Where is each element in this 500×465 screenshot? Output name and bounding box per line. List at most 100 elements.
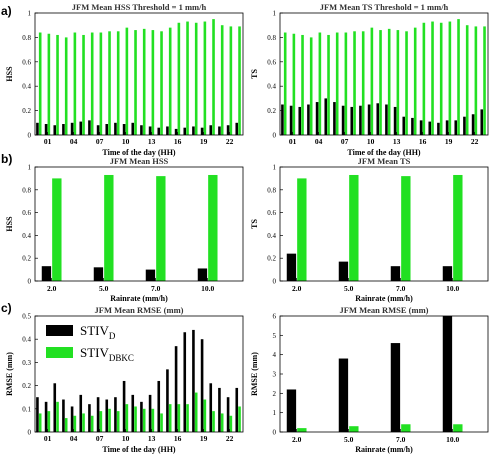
bar-stiv-dbkc <box>453 174 463 281</box>
bar-stiv-d <box>359 105 362 135</box>
bar-stiv-dbkc <box>194 392 198 432</box>
bar-stiv-dbkc <box>73 32 77 135</box>
bar-stiv-dbkc <box>186 404 189 432</box>
bar-stiv-dbkc <box>82 413 85 432</box>
bar-stiv-d <box>463 116 466 135</box>
bar-stiv-dbkc <box>212 411 215 432</box>
bar-stiv-d <box>53 125 57 135</box>
y-tick-label: 0.3 <box>22 359 31 367</box>
bar-stiv-dbkc <box>413 27 417 135</box>
y-axis-label: HSS <box>5 216 14 232</box>
y-tick-label: 6 <box>273 313 277 321</box>
bar-stiv-d <box>183 127 187 135</box>
y-axis-label: RMSE (mm) <box>5 352 14 396</box>
bar-stiv-d <box>148 126 152 135</box>
bar-stiv-d <box>338 358 349 432</box>
x-tick-label: 2.0 <box>292 284 302 293</box>
bar-stiv-d <box>93 267 104 281</box>
legend-label-stiv-d: STIVD <box>80 323 116 341</box>
bar-stiv-d <box>218 387 221 432</box>
y-tick-label: 0.8 <box>22 34 31 42</box>
bar-stiv-d <box>437 122 440 135</box>
chart-title: JFM Mean RMSE (mm) <box>340 305 429 315</box>
bar-stiv-d <box>44 124 48 135</box>
bar-stiv-dbkc <box>134 30 137 135</box>
bar-stiv-dbkc <box>220 25 224 136</box>
legend-label-base: STIV <box>80 345 110 360</box>
bar-stiv-dbkc <box>47 33 51 135</box>
y-tick-label: 0.6 <box>267 209 276 217</box>
bar-stiv-d <box>105 124 109 135</box>
x-tick-label: 5.0 <box>99 284 109 293</box>
legend-swatch-stiv-dbkc <box>46 347 73 358</box>
bar-stiv-dbkc <box>160 31 163 135</box>
bar-stiv-dbkc <box>90 415 94 432</box>
y-tick-label: 0.1 <box>22 405 31 413</box>
chart-c-left: JFM Mean RMSE (mm) 0 0.1 0.2 0.3 0.4 0.5 01 04 07… <box>5 305 244 454</box>
chart-title: JFM Mean TS <box>358 156 411 166</box>
bar-stiv-d <box>183 332 187 432</box>
bar-stiv-dbkc <box>151 408 155 432</box>
bar-stiv-dbkc <box>349 174 359 281</box>
y-tick-label: 1 <box>273 164 277 172</box>
bar-stiv-dbkc <box>396 30 400 135</box>
bar-stiv-d <box>445 120 449 135</box>
bar-stiv-d <box>209 125 213 135</box>
chart-title: JFM Mean TS Threshold = 1 mm/h <box>320 2 449 12</box>
x-tick-label: 10 <box>122 137 130 146</box>
bar-stiv-d <box>341 105 345 135</box>
bar-stiv-dbkc <box>116 31 120 135</box>
y-tick-label: 0.4 <box>22 232 31 240</box>
bar-stiv-d <box>140 125 143 135</box>
chart-a-left: JFM Mean HSS Threshold = 1 mm/h 0 0.2 0.4 0.… <box>5 2 244 157</box>
bar-stiv-d <box>105 399 109 432</box>
bar-stiv-dbkc <box>297 428 307 432</box>
y-axis-label: HSS <box>5 66 14 82</box>
chart-title: JFM Mean RMSE (mm) <box>95 305 184 315</box>
bar-stiv-d <box>148 394 152 432</box>
bar-stiv-d <box>442 316 453 432</box>
bar-stiv-d <box>315 102 319 135</box>
chart-b-left: JFM Mean HSS 0 0.2 0.4 0.6 0.8 1 2.0 5.0 7.0 10.0 R… <box>5 156 244 303</box>
bar-stiv-dbkc <box>439 22 443 135</box>
x-tick-label: 04 <box>70 137 78 146</box>
bar-stiv-d <box>166 369 169 432</box>
x-tick-label: 7.0 <box>396 435 406 444</box>
bar-stiv-dbkc <box>99 411 103 432</box>
bar-stiv-dbkc <box>297 178 307 281</box>
y-tick-label: 0 <box>273 132 277 140</box>
x-tick-label: 2.0 <box>47 284 57 293</box>
bar-stiv-d <box>390 343 401 432</box>
axes-frame <box>34 315 244 433</box>
x-tick-label: 16 <box>174 137 182 146</box>
bar-stiv-d <box>70 406 74 432</box>
bar-stiv-d <box>385 104 388 135</box>
bar-stiv-d <box>174 346 178 432</box>
y-tick-label: 0 <box>28 278 32 286</box>
panel-label-b: b) <box>1 152 13 166</box>
bar-stiv-d <box>145 269 156 281</box>
bar-stiv-d <box>131 394 135 432</box>
y-tick-label: 0.6 <box>22 58 31 66</box>
bar-stiv-d <box>157 127 161 135</box>
legend-label-subscript: DBKC <box>109 353 134 363</box>
bar-stiv-dbkc <box>38 413 42 432</box>
bar-stiv-d <box>419 120 423 135</box>
panel-label-a: a) <box>1 4 12 18</box>
bar-stiv-d <box>197 268 208 281</box>
bar-stiv-dbkc <box>52 178 62 281</box>
bar-stiv-dbkc <box>168 404 172 432</box>
bar-stiv-dbkc <box>431 21 434 135</box>
bar-stiv-d <box>298 106 302 135</box>
bar-stiv-d <box>79 121 83 135</box>
x-tick-label: 10.0 <box>446 284 459 293</box>
bar-stiv-d <box>53 383 57 432</box>
bar-stiv-d <box>122 380 126 432</box>
bar-stiv-dbkc <box>38 32 42 135</box>
chart-title: JFM Mean HSS Threshold = 1 mm/h <box>72 2 207 12</box>
bar-stiv-dbkc <box>177 22 181 135</box>
bar-stiv-dbkc <box>229 26 233 136</box>
bar-stiv-d <box>88 404 91 432</box>
bar-stiv-d <box>393 106 397 135</box>
bar-stiv-dbkc <box>405 31 408 135</box>
